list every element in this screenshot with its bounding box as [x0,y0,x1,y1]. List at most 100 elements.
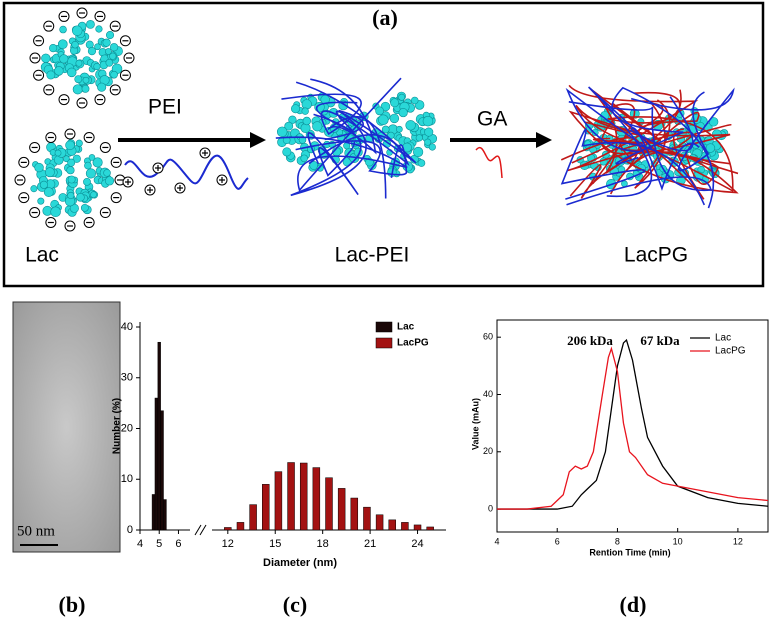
reagent-label: GA [477,108,507,131]
atom [316,164,324,172]
panel-label: (a) [372,5,398,30]
atom [705,143,716,153]
atom [591,128,599,137]
atom [82,76,90,84]
stage-label: Lac-PEI [335,244,410,267]
atom [424,138,432,146]
atom [67,158,76,167]
atom [105,176,115,186]
atom [74,75,83,84]
atom [37,197,45,205]
atom [81,84,90,93]
atom [105,48,112,55]
polymer [307,132,359,196]
y-tick-label: 10 [121,473,133,485]
atom [282,147,292,157]
panel-label: (b) [59,592,86,617]
atom [59,25,67,34]
atom [405,120,416,131]
axis-break [194,524,202,536]
bar [325,477,333,531]
bar [388,519,396,531]
x-tick-label: 10 [673,536,683,546]
y-tick-label: 0 [488,503,493,513]
atom [413,146,424,158]
polymer [295,140,408,178]
atom [110,70,118,79]
stage-label: Lac [25,244,59,267]
x-tick-label: 12 [733,536,743,546]
bar [163,499,167,531]
reagent-label: PEI [148,96,182,119]
bar [236,522,245,531]
atom [66,67,77,78]
atom [415,134,423,142]
atom [105,30,115,40]
atom [39,180,48,189]
atom [85,168,96,179]
bar [287,462,295,531]
atom [390,98,400,108]
y-tick-label: 40 [483,389,493,399]
atom [50,206,61,218]
atom [80,203,89,212]
atom [288,115,297,124]
bar [274,471,283,531]
bar [401,522,409,531]
atom [92,157,103,168]
bar [299,462,308,531]
atom [57,39,68,50]
atom [87,47,97,56]
y-tick-label: 20 [121,422,133,434]
x-tick-label: 12 [222,538,234,550]
legend-swatch [375,337,393,349]
atom [59,54,69,64]
y-tick-label: 0 [127,524,133,536]
atom [97,82,107,92]
annotation: 206 kDa [567,333,613,348]
atom [102,38,111,47]
atom [410,96,419,105]
x-tick-label: 4 [494,536,499,546]
stage-label: LacPG [624,244,688,267]
polymer [566,100,712,206]
atom [54,66,64,76]
atom [422,115,434,127]
atom [75,59,83,67]
atom [378,114,389,126]
atom [41,53,51,63]
bar [312,467,321,531]
atom [301,107,309,115]
bar [160,410,164,531]
atom [69,203,79,213]
bar [154,397,158,531]
atom [389,113,400,124]
atom [72,25,83,36]
atom [105,58,114,67]
polymer [630,87,735,172]
plot-frame [496,319,769,533]
atom [44,167,55,178]
atom [75,139,83,147]
x-tick-label: 4 [137,538,143,550]
atom [301,99,312,110]
polymer [275,77,408,192]
y-axis-label: Number (%) [112,398,123,454]
x-tick-label: 18 [317,538,329,550]
atom [72,154,81,163]
atom [109,52,117,60]
panel-a-frame [2,1,765,288]
atom [291,104,301,114]
atom [49,44,58,53]
y-tick-label: 40 [121,321,133,333]
bar [375,514,384,531]
ga-chain [475,147,503,179]
bar [224,527,232,531]
axis-break [199,524,207,536]
panel-label: (c) [283,592,307,617]
legend-label: Lac [397,322,415,333]
x-tick-label: 21 [364,538,376,550]
atom [103,169,111,177]
atom [84,161,92,170]
